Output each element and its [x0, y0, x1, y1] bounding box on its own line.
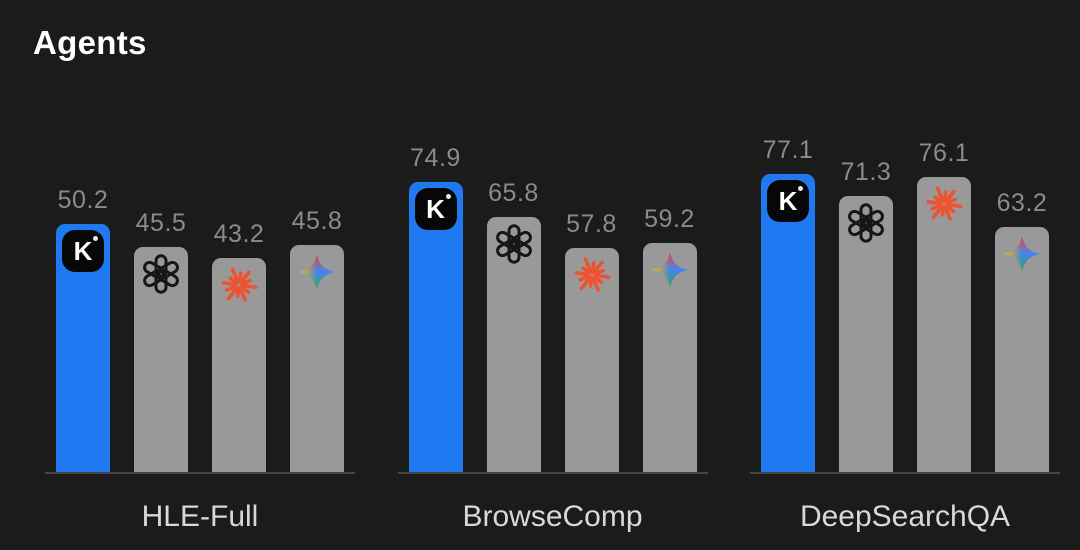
gemini-icon: [650, 250, 690, 290]
page-title: Agents: [33, 24, 147, 61]
bar-group-hle-full: 50.2 K 45.5 43.2 45.8 HLE-Full: [45, 186, 355, 534]
bar-value-label: 77.1: [762, 136, 814, 164]
bar-openai: [486, 217, 541, 472]
bar-value-label: 76.1: [918, 139, 970, 167]
bar-value-label: 74.9: [410, 144, 461, 172]
bar-gemini: [290, 245, 344, 472]
category-label-browsecomp: BrowseComp: [462, 500, 643, 533]
bar-group-deepsearchqa: 77.1 K 71.3 76.1 63.2 DeepSearchQA: [750, 136, 1060, 534]
bar-kimi: K: [761, 174, 815, 472]
bar-openai: [134, 247, 188, 472]
axis-baseline: [750, 472, 1060, 474]
bar-value-label: 57.8: [566, 210, 617, 238]
bar-claude: [212, 258, 266, 472]
bar-claude: [564, 248, 619, 472]
bar-value-label: 43.2: [213, 220, 265, 248]
bar-gemini: [642, 243, 697, 472]
bar-value-label: 63.2: [996, 189, 1048, 217]
bar-slot-openai: 45.5: [134, 209, 188, 472]
bar-slot-gemini: 45.8: [290, 207, 344, 472]
bar-value-label: 65.8: [488, 179, 539, 207]
bar-group-browsecomp: 74.9 K 65.8 57.8 59.2 BrowseComp: [397, 144, 708, 534]
bar-value-label: 45.5: [135, 209, 187, 237]
bar-slot-claude: 57.8: [564, 210, 619, 472]
bars-row: 74.9 K 65.8 57.8 59.2: [398, 144, 708, 472]
bar-openai: [839, 196, 893, 472]
bar-value-label: 45.8: [291, 207, 343, 235]
bar-slot-openai: 65.8: [486, 179, 541, 472]
bar-gemini: [995, 227, 1049, 472]
openai-icon: [494, 224, 534, 264]
gemini-icon: [1002, 234, 1042, 274]
bar-value-label: 71.3: [840, 158, 892, 186]
agents-bar-chart: 50.2 K 45.5 43.2 45.8 HLE-Full 74.9 K 65.…: [45, 136, 1060, 534]
bar-value-label: 59.2: [644, 205, 695, 233]
bar-kimi: K: [56, 224, 110, 472]
bar-slot-openai: 71.3: [839, 158, 893, 472]
bar-value-label: 50.2: [57, 186, 109, 214]
bar-slot-gemini: 59.2: [642, 205, 697, 472]
bar-slot-claude: 43.2: [212, 220, 266, 472]
claude-icon: [924, 184, 964, 224]
openai-icon: [141, 254, 181, 294]
bar-kimi: K: [408, 182, 463, 472]
bar-slot-kimi: 50.2 K: [56, 186, 110, 472]
openai-icon: [846, 203, 886, 243]
bars-row: 50.2 K 45.5 43.2 45.8: [45, 186, 355, 472]
gemini-icon: [297, 252, 337, 292]
bars-row: 77.1 K 71.3 76.1 63.2: [750, 136, 1060, 472]
claude-icon: [572, 255, 612, 295]
category-label-deepsearchqa: DeepSearchQA: [799, 500, 1011, 533]
category-label-hle-full: HLE-Full: [141, 500, 259, 533]
axis-baseline: [397, 472, 708, 474]
kimi-icon: K: [414, 188, 457, 230]
bar-slot-claude: 76.1: [917, 139, 971, 472]
bar-slot-kimi: 77.1 K: [761, 136, 815, 472]
axis-baseline: [45, 472, 355, 474]
kimi-icon: K: [62, 230, 104, 272]
kimi-icon: K: [767, 180, 809, 222]
bar-claude: [917, 177, 971, 472]
bar-slot-kimi: 74.9 K: [408, 144, 463, 472]
claude-icon: [219, 265, 259, 305]
bar-slot-gemini: 63.2: [995, 189, 1049, 472]
